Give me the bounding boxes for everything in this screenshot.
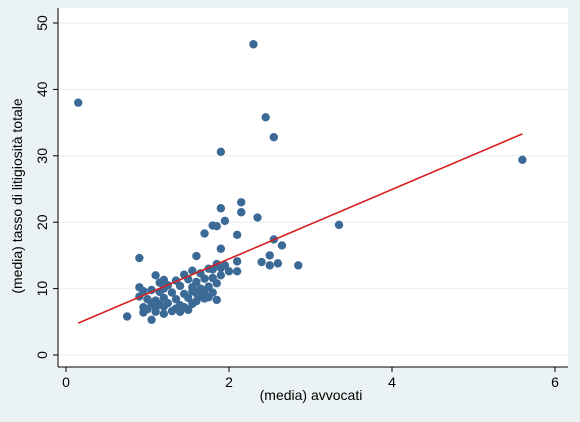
y-tick-label: 40 bbox=[34, 81, 50, 97]
data-point-77 bbox=[192, 297, 201, 306]
data-point-67 bbox=[184, 293, 193, 303]
x-axis-ticks: 0 2 4 6 bbox=[62, 367, 559, 390]
data-point-45 bbox=[155, 278, 164, 287]
data-point-32 bbox=[232, 267, 242, 276]
data-point-90 bbox=[147, 315, 156, 325]
y-axis-ticks: 0 10 20 30 40 50 bbox=[34, 15, 58, 359]
data-point-29 bbox=[216, 263, 226, 273]
data-point-57 bbox=[167, 288, 177, 297]
x-tick-label: 0 bbox=[62, 374, 70, 390]
data-point-51 bbox=[212, 279, 221, 288]
data-point-11 bbox=[334, 220, 344, 230]
data-point-6 bbox=[237, 198, 246, 207]
data-point-86 bbox=[184, 305, 193, 315]
y-tick-label: 50 bbox=[34, 15, 50, 31]
data-point-44 bbox=[216, 271, 226, 280]
data-point-10 bbox=[220, 216, 230, 226]
data-point-87 bbox=[151, 307, 160, 317]
data-point-4 bbox=[216, 147, 226, 157]
data-point-92 bbox=[175, 307, 185, 317]
data-point-0 bbox=[74, 98, 83, 107]
data-point-88 bbox=[139, 308, 148, 317]
data-point-7 bbox=[216, 204, 226, 213]
data-point-82 bbox=[159, 302, 168, 311]
data-point-8 bbox=[237, 208, 246, 217]
data-point-61 bbox=[200, 286, 209, 295]
plot-area bbox=[58, 8, 568, 367]
data-point-21 bbox=[265, 251, 274, 260]
data-point-78 bbox=[200, 294, 209, 303]
data-point-19 bbox=[135, 253, 144, 263]
data-point-23 bbox=[273, 259, 283, 268]
data-point-18 bbox=[216, 244, 226, 253]
y-tick-label: 30 bbox=[34, 148, 50, 164]
data-point-24 bbox=[294, 261, 303, 270]
fit-line bbox=[77, 133, 523, 324]
data-point-22 bbox=[257, 257, 266, 267]
data-point-89 bbox=[122, 312, 132, 321]
y-tick-label: 0 bbox=[34, 351, 50, 359]
data-point-26 bbox=[232, 257, 242, 266]
y-tick-label: 20 bbox=[34, 214, 50, 230]
x-tick-label: 4 bbox=[388, 374, 396, 390]
data-point-1 bbox=[249, 40, 258, 49]
data-point-47 bbox=[175, 281, 185, 291]
data-point-91 bbox=[159, 309, 168, 319]
data-point-3 bbox=[269, 133, 279, 142]
y-tick-label: 10 bbox=[34, 281, 50, 297]
y-axis-title: (media) tasso di litigiosità totale bbox=[9, 98, 25, 294]
data-point-13 bbox=[212, 221, 221, 231]
data-point-5 bbox=[518, 155, 527, 164]
data-point-70 bbox=[212, 295, 221, 305]
x-tick-label: 6 bbox=[551, 374, 559, 390]
data-point-14 bbox=[200, 229, 209, 238]
data-point-9 bbox=[253, 213, 262, 222]
data-point-66 bbox=[171, 295, 181, 304]
data-point-85 bbox=[167, 306, 177, 316]
data-point-20 bbox=[192, 251, 201, 261]
axes bbox=[57, 8, 568, 368]
data-point-15 bbox=[232, 230, 242, 240]
data-point-25 bbox=[265, 261, 274, 270]
data-point-42 bbox=[200, 274, 209, 283]
x-axis-title: (media) avvocati bbox=[260, 387, 363, 403]
data-point-37 bbox=[151, 271, 160, 280]
data-point-17 bbox=[277, 241, 287, 250]
data-point-2 bbox=[261, 113, 270, 122]
x-tick-label: 2 bbox=[225, 374, 233, 390]
fit-line-group bbox=[77, 133, 523, 324]
data-point-31 bbox=[224, 267, 234, 276]
